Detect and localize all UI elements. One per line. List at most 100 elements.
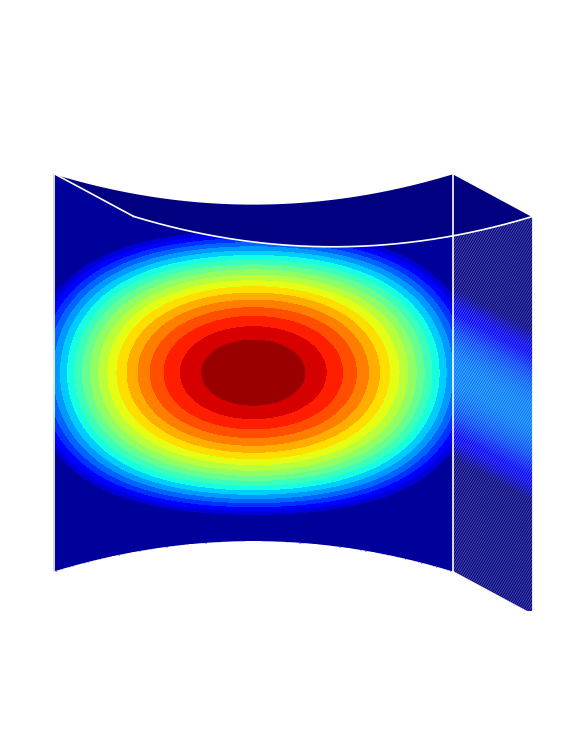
Polygon shape xyxy=(453,476,533,520)
Polygon shape xyxy=(453,505,533,550)
Polygon shape xyxy=(453,489,533,534)
Polygon shape xyxy=(453,452,533,496)
Polygon shape xyxy=(453,205,533,250)
Polygon shape xyxy=(453,484,533,529)
Polygon shape xyxy=(453,432,533,476)
Polygon shape xyxy=(453,261,533,306)
Polygon shape xyxy=(453,555,533,599)
Polygon shape xyxy=(453,226,533,269)
Polygon shape xyxy=(453,461,533,506)
Polygon shape xyxy=(453,366,533,411)
Polygon shape xyxy=(453,431,533,475)
Polygon shape xyxy=(453,242,533,287)
Polygon shape xyxy=(453,471,533,515)
Polygon shape xyxy=(453,308,533,353)
Polygon shape xyxy=(453,182,533,226)
Polygon shape xyxy=(453,311,533,355)
Polygon shape xyxy=(453,474,533,519)
Polygon shape xyxy=(453,473,533,518)
Polygon shape xyxy=(453,372,533,416)
Polygon shape xyxy=(453,450,533,495)
Polygon shape xyxy=(453,352,533,396)
Polygon shape xyxy=(453,534,533,577)
Polygon shape xyxy=(453,216,533,261)
Polygon shape xyxy=(453,232,533,277)
Polygon shape xyxy=(453,536,533,580)
Polygon shape xyxy=(453,336,533,380)
Polygon shape xyxy=(453,303,533,347)
Polygon shape xyxy=(453,255,533,299)
Polygon shape xyxy=(453,544,533,588)
Polygon shape xyxy=(453,180,533,224)
Polygon shape xyxy=(453,387,533,431)
Polygon shape xyxy=(453,376,533,420)
Polygon shape xyxy=(453,242,533,285)
Polygon shape xyxy=(453,248,533,293)
Polygon shape xyxy=(453,327,533,371)
Polygon shape xyxy=(453,337,533,382)
Polygon shape xyxy=(453,423,533,467)
Polygon shape xyxy=(453,289,533,334)
Polygon shape xyxy=(453,384,533,429)
Polygon shape xyxy=(453,499,533,543)
Polygon shape xyxy=(453,483,533,527)
Polygon shape xyxy=(453,220,533,264)
Polygon shape xyxy=(453,355,533,399)
Polygon shape xyxy=(453,563,533,607)
Polygon shape xyxy=(453,304,533,348)
Polygon shape xyxy=(453,307,533,351)
Polygon shape xyxy=(453,193,533,238)
Polygon shape xyxy=(453,347,533,391)
Polygon shape xyxy=(453,439,533,483)
Polygon shape xyxy=(453,334,533,379)
Polygon shape xyxy=(453,264,533,308)
Polygon shape xyxy=(453,526,533,569)
Polygon shape xyxy=(453,279,533,323)
Polygon shape xyxy=(453,373,533,418)
Polygon shape xyxy=(453,416,533,461)
Polygon shape xyxy=(453,224,533,269)
Polygon shape xyxy=(453,395,533,439)
Polygon shape xyxy=(453,260,533,304)
Polygon shape xyxy=(453,497,533,542)
Polygon shape xyxy=(453,407,533,451)
Polygon shape xyxy=(453,182,533,227)
Polygon shape xyxy=(453,273,533,318)
Polygon shape xyxy=(453,266,533,310)
Polygon shape xyxy=(453,297,533,342)
Polygon shape xyxy=(453,276,533,320)
Polygon shape xyxy=(453,424,533,469)
Polygon shape xyxy=(453,469,533,514)
Polygon shape xyxy=(453,292,533,337)
Polygon shape xyxy=(453,507,533,551)
Polygon shape xyxy=(453,284,533,328)
Polygon shape xyxy=(453,334,533,377)
Polygon shape xyxy=(453,285,533,330)
Polygon shape xyxy=(453,552,533,596)
Polygon shape xyxy=(453,185,533,230)
Polygon shape xyxy=(453,377,533,422)
Polygon shape xyxy=(453,480,533,524)
Polygon shape xyxy=(453,244,533,288)
Polygon shape xyxy=(453,419,533,463)
Polygon shape xyxy=(453,513,533,558)
Polygon shape xyxy=(453,560,533,604)
Polygon shape xyxy=(453,512,533,556)
Polygon shape xyxy=(453,326,533,369)
Polygon shape xyxy=(453,188,533,232)
Polygon shape xyxy=(453,364,533,408)
Polygon shape xyxy=(453,566,533,611)
Polygon shape xyxy=(453,447,533,491)
Polygon shape xyxy=(453,485,533,530)
Polygon shape xyxy=(453,318,533,361)
Polygon shape xyxy=(453,315,533,359)
Polygon shape xyxy=(453,528,533,572)
Polygon shape xyxy=(453,293,533,338)
Polygon shape xyxy=(453,436,533,480)
Polygon shape xyxy=(453,191,533,235)
Polygon shape xyxy=(453,426,533,469)
Polygon shape xyxy=(453,547,533,591)
Polygon shape xyxy=(453,313,533,358)
Polygon shape xyxy=(453,199,533,243)
Polygon shape xyxy=(453,332,533,377)
